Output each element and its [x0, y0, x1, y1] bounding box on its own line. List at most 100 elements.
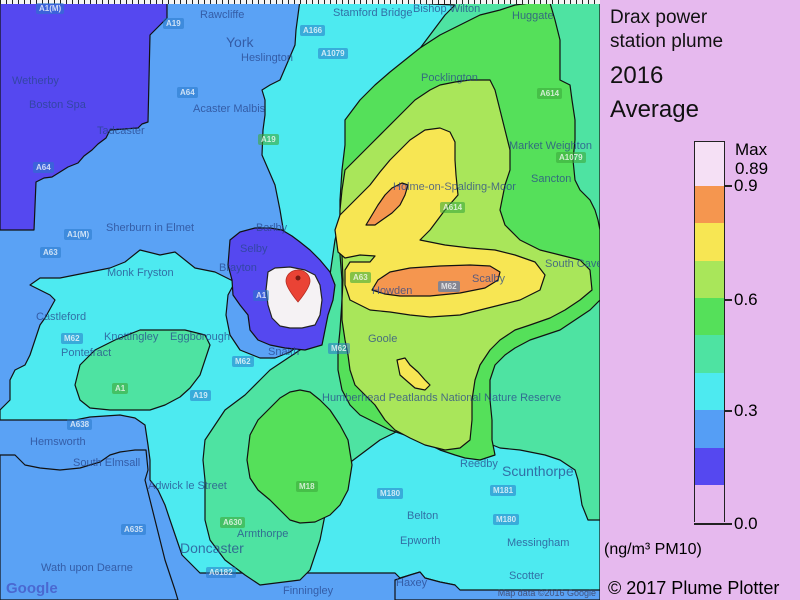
color-band	[695, 261, 724, 298]
road-shield: M180	[377, 488, 404, 499]
color-band	[695, 373, 724, 410]
copyright-notice: © 2017 Plume Plotter	[608, 578, 780, 598]
place-label: Reedby	[460, 458, 498, 470]
road-shield: M62	[438, 281, 460, 292]
place-label: Howden	[372, 285, 413, 297]
place-label: Acaster Malbis	[193, 103, 266, 115]
color-scale-bar	[694, 141, 725, 522]
plume-map[interactable]: York Rawcliffe Heslington Stamford Bridge Bi…	[0, 0, 600, 600]
place-label: Castleford	[36, 311, 87, 323]
place-label: Sherburn in Elmet	[106, 222, 195, 234]
place-label: Boston Spa	[29, 99, 86, 111]
place-label: Humberhead Peatlands National Nature Res…	[322, 392, 562, 404]
tick-label: 0.3	[734, 401, 758, 420]
place-label: Wetherby	[12, 75, 59, 87]
place-label: Barlby	[256, 222, 288, 234]
road-shield: A1079	[556, 152, 586, 163]
place-label: Selby	[240, 243, 268, 255]
road-shield: A635	[121, 524, 147, 535]
place-label: Snaith	[268, 346, 300, 358]
plot-title: Drax power station plume	[610, 6, 723, 54]
place-label: Belton	[407, 510, 439, 522]
place-label: Scunthorpe	[502, 463, 574, 479]
place-label: Heslington	[241, 52, 293, 64]
place-label: Hemsworth	[30, 436, 86, 448]
place-label: South Cave	[545, 258, 600, 270]
color-band	[695, 410, 724, 448]
place-label: Monk Fryston	[107, 267, 174, 279]
color-band	[695, 298, 724, 335]
plot-period: Average	[610, 96, 699, 123]
color-band	[695, 223, 724, 261]
tick-mark	[725, 185, 732, 187]
place-label: Huggate	[512, 10, 554, 22]
contour-layer	[0, 0, 600, 600]
place-label: Finningley	[283, 585, 334, 597]
place-label: Pocklington	[421, 72, 478, 84]
place-label: Sancton	[531, 173, 572, 185]
drax-marker-icon	[285, 269, 311, 303]
tick-label: 0.9	[734, 176, 758, 195]
place-label: Doncaster	[180, 540, 244, 556]
tick-mark	[725, 410, 732, 412]
place-label: Market Weighton	[509, 140, 592, 152]
place-label: Wath upon Dearne	[41, 562, 133, 574]
road-shield: M62	[232, 356, 254, 367]
place-label: South Elmsall	[73, 457, 141, 469]
place-label: Brayton	[219, 262, 257, 274]
tick-mark	[725, 523, 732, 525]
road-shield: M181	[490, 485, 517, 496]
max-value: 0.89	[735, 159, 769, 178]
map-attribution[interactable]: Map data ©2016 Google	[497, 588, 596, 598]
road-shield: M62	[328, 343, 350, 354]
place-label: Scalby	[472, 273, 506, 285]
road-shield: A638	[67, 419, 93, 430]
color-band	[695, 448, 724, 485]
place-label: Holme-on-Spalding-Moor	[393, 181, 516, 193]
place-label: Epworth	[400, 535, 441, 547]
road-shield: M180	[493, 514, 520, 525]
color-band	[695, 186, 724, 223]
place-label: Scotter	[509, 570, 544, 582]
map-top-edge	[0, 0, 600, 4]
road-shield: A1	[253, 290, 270, 301]
plot-year: 2016	[610, 62, 664, 89]
color-band	[695, 142, 724, 186]
place-label: Stamford Bridge	[333, 7, 413, 19]
road-shield: A614	[537, 88, 563, 99]
google-logo[interactable]: Google	[6, 580, 58, 597]
place-label: Haxey	[396, 577, 428, 589]
place-label: Goole	[368, 333, 398, 345]
road-shield: A1079	[318, 48, 348, 59]
road-shield: A19	[190, 390, 211, 401]
place-label: Adwick le Street	[148, 480, 227, 492]
color-band	[695, 485, 724, 522]
place-label: Tadcaster	[97, 125, 145, 137]
road-shield: M18	[296, 481, 318, 492]
road-shield: A6182	[206, 567, 236, 578]
units-label: (ng/m³ PM10)	[604, 541, 702, 558]
road-shield: A64	[177, 87, 198, 98]
place-label: Messingham	[507, 537, 570, 549]
title-line-2: station plume	[610, 31, 724, 52]
tick-label: 0.0	[734, 514, 758, 533]
road-shield: A630	[220, 517, 246, 528]
road-shield: A1(M)	[64, 229, 93, 240]
road-shield: A1	[112, 383, 129, 394]
tick-label: 0.6	[734, 290, 758, 309]
title-line-1: Drax power	[610, 7, 708, 28]
max-label: Max	[735, 140, 768, 159]
place-label: Armthorpe	[237, 528, 289, 540]
color-band	[695, 335, 724, 373]
place-label: Eggborough	[170, 331, 230, 343]
road-shield: A64	[33, 162, 54, 173]
road-shield: A19	[163, 18, 184, 29]
road-shield: A63	[40, 247, 61, 258]
road-shield: A19	[258, 134, 279, 145]
tick-mark	[725, 299, 732, 301]
place-label: Rawcliffe	[200, 9, 245, 21]
color-scale-baseline	[694, 523, 725, 525]
road-shield: A166	[300, 25, 326, 36]
place-label: York	[226, 34, 254, 50]
road-shield: M62	[61, 333, 83, 344]
